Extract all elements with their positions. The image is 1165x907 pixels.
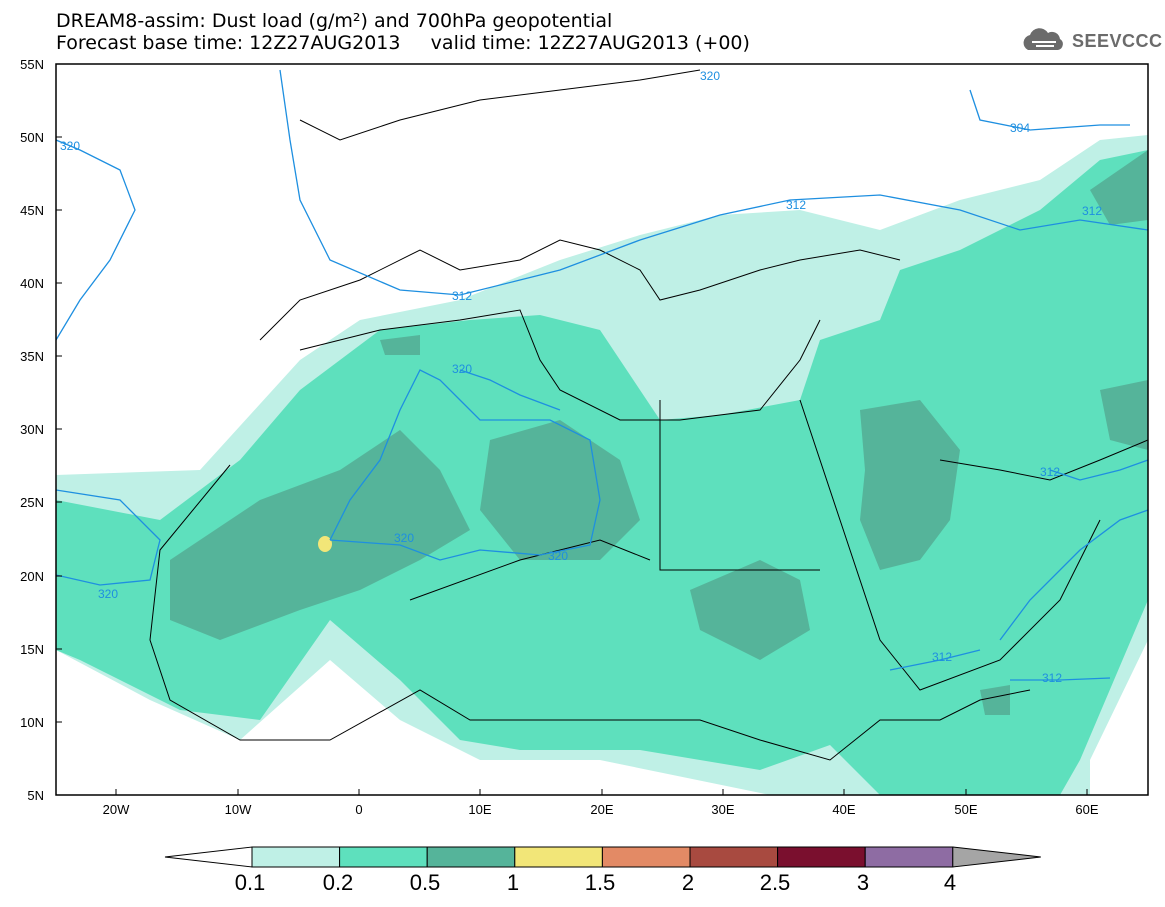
lat-label: 40N: [20, 276, 44, 291]
colorbar-label: 0.5: [409, 870, 441, 895]
lon-label: 10W: [224, 802, 252, 817]
lon-label: 10E: [468, 802, 492, 817]
colorbar-label: 2.5: [759, 870, 791, 895]
dust-band-03h: [1090, 150, 1148, 225]
lat-label: 10N: [20, 715, 44, 730]
colorbar-label: 0.1: [234, 870, 266, 895]
contour-label: 312: [932, 650, 952, 664]
contour-label: 304: [1010, 121, 1030, 135]
dust-band-03e: [1100, 380, 1148, 450]
lat-label: 5N: [27, 788, 44, 803]
forecast-time-subtitle: Forecast base time: 12Z27AUG2013 valid t…: [56, 32, 750, 54]
lat-label: 20N: [20, 569, 44, 584]
axis-ticks: [56, 63, 1088, 795]
lat-label: 15N: [20, 642, 44, 657]
contour-label: 320: [548, 549, 568, 563]
contour-label: 312: [1082, 204, 1102, 218]
contour-label: 320: [452, 362, 472, 376]
contour-label: 312: [452, 289, 472, 303]
dust-band-04-spot: [318, 536, 332, 552]
dust-band-03g: [980, 685, 1010, 715]
contour-label: 312: [786, 198, 806, 212]
dust-band-03b: [480, 420, 640, 560]
dust-band-03f: [380, 335, 420, 355]
lat-label: 25N: [20, 495, 44, 510]
geopotential-contours: [56, 69, 1148, 681]
lon-label: 40E: [832, 802, 856, 817]
lat-label: 35N: [20, 349, 44, 364]
lon-label: 50E: [954, 802, 978, 817]
cloud-icon: [1023, 28, 1063, 50]
dust-band-03a: [170, 430, 470, 640]
lon-label: 20E: [590, 802, 614, 817]
contour-label: 320: [394, 531, 414, 545]
lat-label: 30N: [20, 422, 44, 437]
lon-label: 30E: [711, 802, 735, 817]
contour-labels: 320 320 312 320 320 320 320 304 312 312 …: [60, 69, 1102, 685]
dust-band-03c: [690, 560, 810, 660]
contour-label: 312: [1042, 671, 1062, 685]
colorbar-label: 3: [856, 870, 870, 895]
coastlines: [149, 69, 1148, 761]
logo-text: SEEVCCC: [1072, 30, 1163, 51]
colorbar-label: 2: [681, 870, 695, 895]
dust-band-03d: [860, 400, 960, 570]
lon-label: 60E: [1075, 802, 1099, 817]
colorbar-label: 0.2: [322, 870, 354, 895]
colorbar-label: 1: [506, 870, 520, 895]
lat-label: 45N: [20, 203, 44, 218]
lon-label: 20W: [102, 802, 130, 817]
contour-label: 320: [98, 587, 118, 601]
contour-label: 320: [60, 139, 80, 153]
lon-label: 0: [355, 802, 363, 817]
seevccc-logo: SEEVCCC: [1018, 28, 1163, 54]
lat-label: 50N: [20, 130, 44, 145]
lat-label: 55N: [20, 57, 44, 72]
colorbar-label: 1.5: [584, 870, 616, 895]
colorbar-label: 4: [943, 870, 957, 895]
contour-label: 320: [700, 69, 720, 83]
map-title: DREAM8-assim: Dust load (g/m²) and 700hP…: [56, 10, 613, 32]
contour-label: 312: [1040, 465, 1060, 479]
